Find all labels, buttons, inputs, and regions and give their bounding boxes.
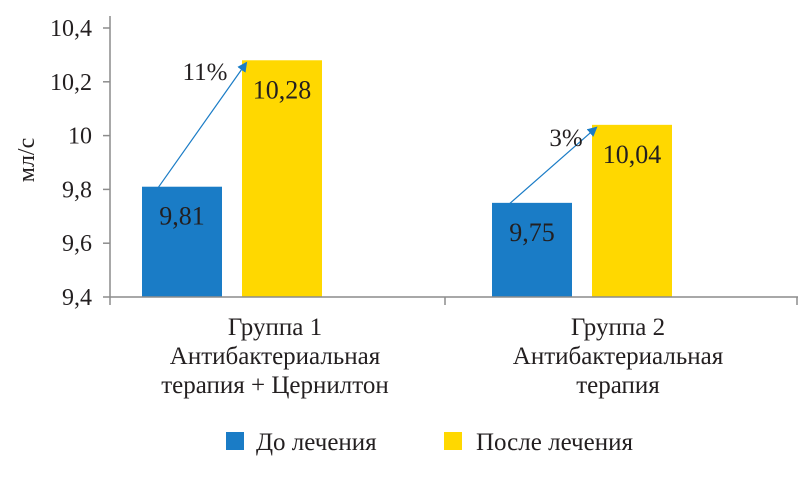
bar-before-group-2 [492,202,572,297]
increase-arrow [505,126,598,208]
data-label: 10,28 [253,75,312,104]
legend-label: До лечения [256,429,377,456]
y-tick-label: 10,2 [50,70,92,96]
category-label: Антибактериальная [513,343,724,370]
legend-swatch-after [444,432,462,450]
category-label: Группа 2 [571,314,665,341]
y-tick-label: 10,4 [50,16,92,42]
y-tick-label: 9,4 [62,285,92,311]
percent-annotation: 11% [183,59,228,86]
legend-label: После лечения [476,429,633,456]
category-label: Антибактериальная [170,343,381,370]
legend-swatch-before [226,432,244,450]
bar-after-group-2 [592,124,672,297]
increase-arrow [155,61,248,192]
data-label: 9,75 [509,218,555,247]
bar-before-group-1 [142,186,222,297]
category-label: Группа 1 [228,314,322,341]
y-tick-label: 9,8 [62,177,92,203]
y-tick-label: 10 [68,124,92,150]
data-label: 9,81 [159,202,205,231]
y-tick-label: 9,6 [62,231,92,257]
percent-annotation: 3% [549,125,582,152]
bar-after-group-1 [242,60,322,297]
category-label: терапия + Цернилтон [161,372,389,399]
category-label: терапия [576,372,660,399]
data-label: 10,04 [603,140,662,169]
y-axis-label: мл/с [14,138,40,182]
